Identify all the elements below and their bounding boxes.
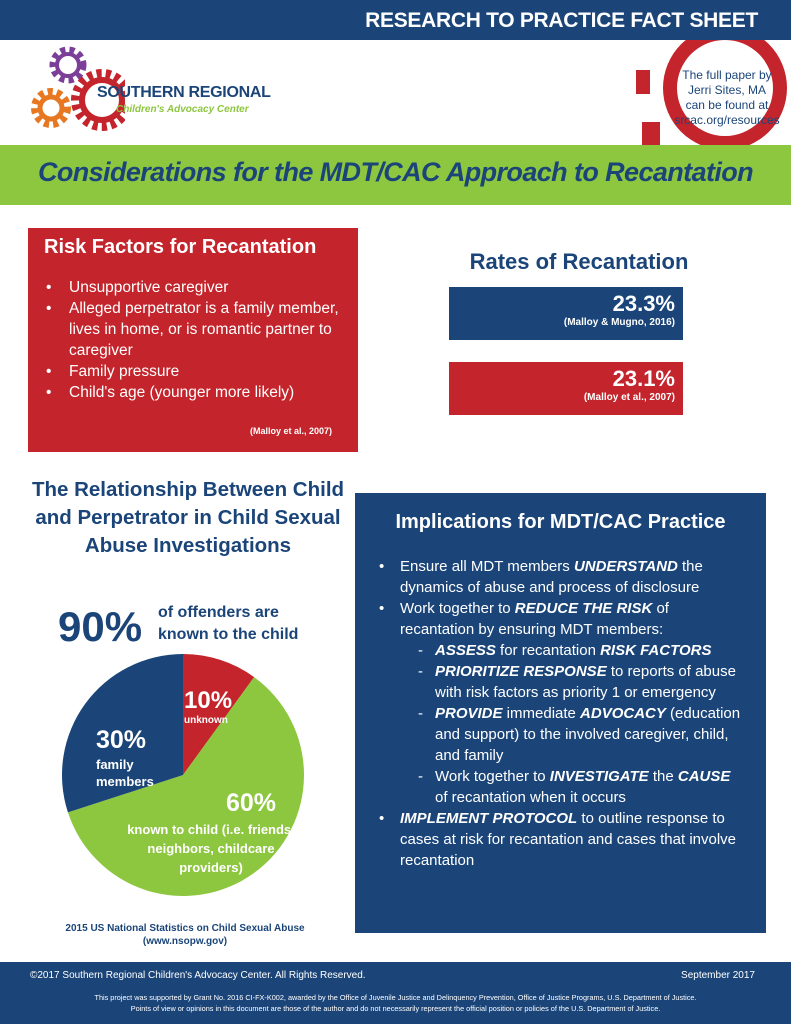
gear-badge-icon <box>636 40 787 145</box>
source-link[interactable]: (www.nsopw.gov) <box>142 936 228 947</box>
list-item: IMPLEMENT PROTOCOL to outline response t… <box>375 808 746 871</box>
slice-label-family: family members <box>96 757 154 789</box>
relationship-pie-chart <box>61 654 304 896</box>
stat-label-line: known to the child <box>158 626 299 643</box>
rate-citation: (Malloy et al., 2007) <box>583 392 675 403</box>
implications-title: Implications for MDT/CAC Practice <box>395 511 726 533</box>
paper-link-badge[interactable]: The full paper by Jerri Sites, MA can be… <box>669 68 785 128</box>
relationship-title: The Relationship Between Child and Perpe… <box>31 478 345 557</box>
statistics-source: 2015 US National Statistics on Child Sex… <box>30 922 340 948</box>
offender-stat-label: of offenders are known to the child <box>158 602 298 646</box>
offender-stat: 90% <box>58 603 143 650</box>
rate-box-1: 23.3% (Malloy & Mugno, 2016) <box>449 287 683 340</box>
rate-box-2: 23.1% (Malloy et al., 2007) <box>449 362 683 415</box>
implications-list: Ensure all MDT members UNDERSTAND the dy… <box>375 556 746 871</box>
slice-value-unknown: 10% <box>184 687 233 714</box>
rates-title: Rates of Recantation <box>469 249 689 274</box>
risk-citation: (Malloy et al., 2007) <box>249 426 332 436</box>
title-band <box>0 145 791 205</box>
grant-disclaimer: This project was supported by Grant No. … <box>0 992 791 1014</box>
source-line: 2015 US National Statistics on Child Sex… <box>65 923 305 934</box>
badge-line: can be found at <box>685 98 769 112</box>
slice-label-unknown: unknown <box>184 715 228 726</box>
list-subitem: PRIORITIZE RESPONSE to reports of abuse … <box>375 661 746 703</box>
risk-item: Family pressure <box>44 361 342 382</box>
pie-slice-1 <box>67 677 304 896</box>
implications-box: Implications for MDT/CAC Practice Ensure… <box>355 493 766 933</box>
pie-slice-2 <box>61 654 184 813</box>
slice-label-known: known to child (i.e. friends, neighbors,… <box>127 822 295 875</box>
badge-line: srcac.org/resources <box>674 113 780 127</box>
risk-item: Alleged perpetrator is a family member, … <box>44 298 342 361</box>
header-banner: RESEARCH TO PRACTICE FACT SHEET <box>0 0 791 40</box>
disclaimer-line: Points of view or opinions in this docum… <box>130 1004 661 1013</box>
list-item: Work together to REDUCE THE RISK of reca… <box>375 598 746 640</box>
slice-value-known: 60% <box>226 789 277 817</box>
slice-value-family: 30% <box>96 726 147 754</box>
header-title: RESEARCH TO PRACTICE FACT SHEET <box>365 9 758 32</box>
list-subitem: ASSESS for recantation RISK FACTORS <box>375 640 746 661</box>
risk-title: Risk Factors for Recantation <box>44 236 317 258</box>
rate-citation: (Malloy & Mugno, 2016) <box>563 317 675 328</box>
rate-value: 23.3% <box>612 291 675 316</box>
list-subitem: Work together to INVESTIGATE the CAUSE o… <box>375 766 746 808</box>
grant-line: This project was supported by Grant No. … <box>94 993 697 1002</box>
list-item: Ensure all MDT members UNDERSTAND the dy… <box>375 556 746 598</box>
badge-line: Jerri Sites, MA <box>687 83 766 97</box>
logo-name: SOUTHERN REGIONAL <box>97 84 271 101</box>
rate-value: 23.1% <box>612 366 675 391</box>
footer <box>0 962 791 1024</box>
risk-item: Child's age (younger more likely) <box>44 382 342 403</box>
badge-line: The full paper by <box>682 68 772 82</box>
publish-date: September 2017 <box>681 970 755 981</box>
pie-slice-0 <box>183 654 255 775</box>
page-title: Considerations for the MDT/CAC Approach … <box>37 157 754 187</box>
risk-factors-box: Risk Factors for Recantation Unsupportiv… <box>28 228 358 452</box>
risk-item: Unsupportive caregiver <box>44 277 342 298</box>
list-subitem: PROVIDE immediate ADVOCACY (education an… <box>375 703 746 766</box>
gears-logo-icon <box>31 46 125 131</box>
copyright: ©2017 Southern Regional Children's Advoc… <box>30 970 366 981</box>
stat-label-line: of offenders are <box>158 604 279 621</box>
logo-subname: Children's Advocacy Center <box>116 104 249 115</box>
